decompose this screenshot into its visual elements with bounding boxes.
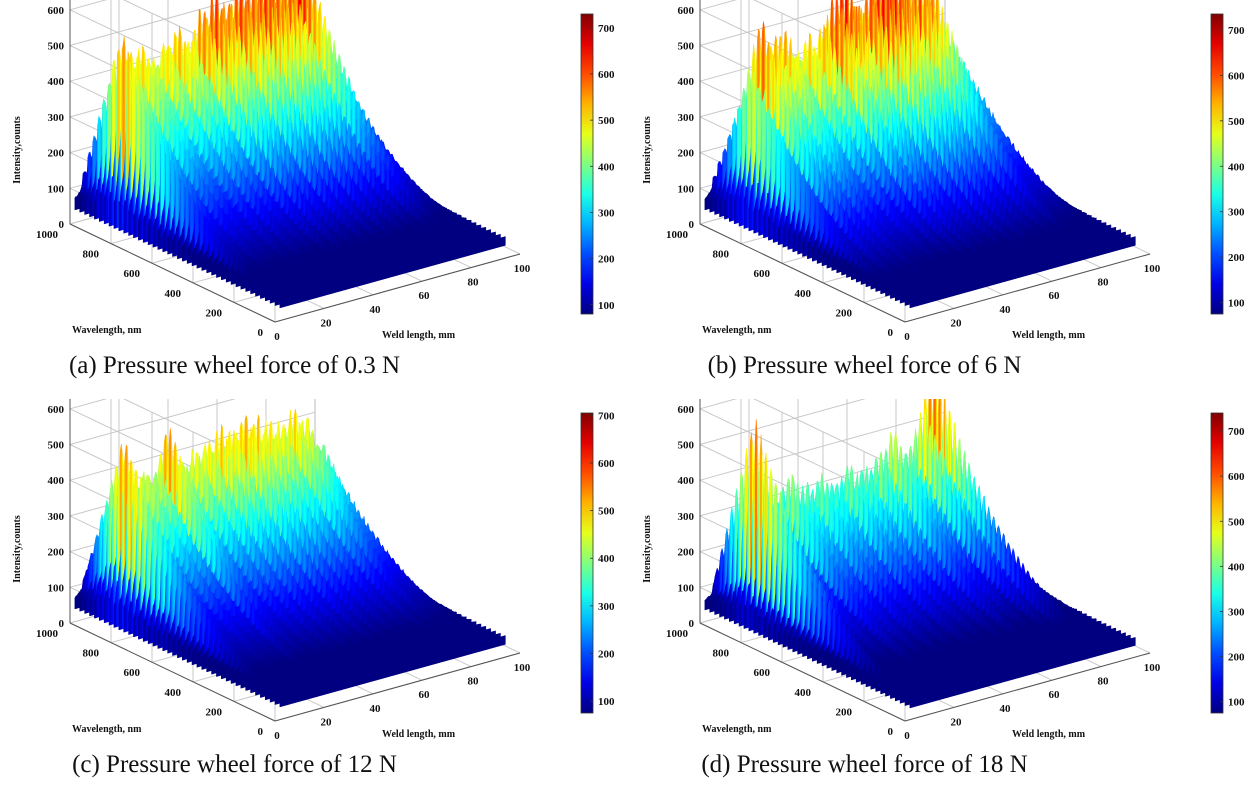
y-axis-line — [69, 223, 276, 323]
x-axis-line — [274, 253, 521, 323]
surface-chart-a: 0100200300400500600700020406080100020040… — [12, 0, 615, 343]
surface — [74, 0, 506, 309]
panel-a: 0100200300400500600700020406080100020040… — [0, 0, 629, 399]
